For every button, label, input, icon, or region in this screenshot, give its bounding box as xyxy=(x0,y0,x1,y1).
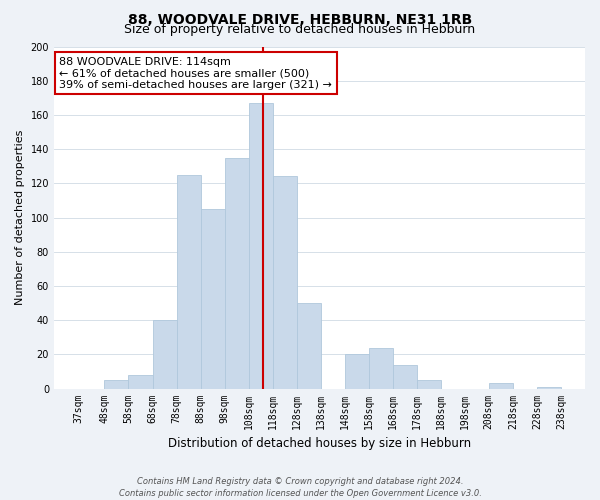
Bar xyxy=(200,209,224,388)
Bar xyxy=(176,175,200,388)
Bar xyxy=(417,380,441,388)
X-axis label: Distribution of detached houses by size in Hebburn: Distribution of detached houses by size … xyxy=(168,437,471,450)
Bar xyxy=(248,103,272,389)
Text: 88 WOODVALE DRIVE: 114sqm
← 61% of detached houses are smaller (500)
39% of semi: 88 WOODVALE DRIVE: 114sqm ← 61% of detac… xyxy=(59,57,332,90)
Bar xyxy=(344,354,368,388)
Bar xyxy=(152,320,176,388)
Bar xyxy=(537,387,561,388)
Text: Contains HM Land Registry data © Crown copyright and database right 2024.
Contai: Contains HM Land Registry data © Crown c… xyxy=(119,476,481,498)
Bar xyxy=(393,364,417,388)
Bar xyxy=(104,380,128,388)
Bar xyxy=(296,303,320,388)
Text: 88, WOODVALE DRIVE, HEBBURN, NE31 1RB: 88, WOODVALE DRIVE, HEBBURN, NE31 1RB xyxy=(128,12,472,26)
Bar xyxy=(489,384,513,388)
Text: Size of property relative to detached houses in Hebburn: Size of property relative to detached ho… xyxy=(124,22,476,36)
Y-axis label: Number of detached properties: Number of detached properties xyxy=(15,130,25,305)
Bar xyxy=(272,176,296,388)
Bar xyxy=(224,158,248,388)
Bar xyxy=(368,348,393,389)
Bar xyxy=(128,375,152,388)
